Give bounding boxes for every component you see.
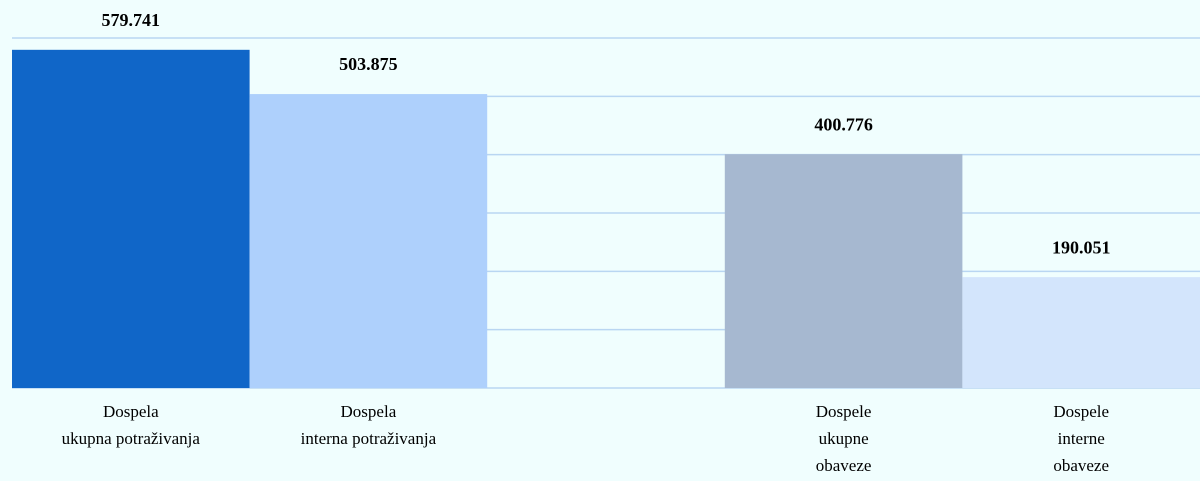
x-tick-label: Dospele interne obaveze [1053, 402, 1109, 475]
bar [962, 277, 1200, 388]
x-tick-label-line: ukupna potraživanja [62, 429, 201, 448]
data-label: 579.741 [102, 10, 161, 30]
data-label: 190.051 [1052, 237, 1111, 257]
bar [724, 154, 963, 388]
bar [249, 94, 488, 389]
x-tick-label-line: interna potraživanja [301, 429, 437, 448]
x-tick-label-line: ukupne [819, 429, 869, 448]
x-tick-label: Dospela interna potraživanja [301, 402, 437, 448]
bar [12, 49, 250, 388]
x-tick-label-line: Dospela [341, 402, 397, 421]
x-tick-label: Dospela ukupna potraživanja [62, 402, 201, 448]
data-label: 503.875 [339, 54, 398, 74]
x-tick-label-line: Dospela [103, 402, 159, 421]
x-tick-label: Dospele ukupne obaveze [816, 402, 872, 475]
x-tick-label-line: interne [1058, 429, 1105, 448]
x-tick-label-line: obaveze [816, 456, 872, 475]
x-tick-label-line: Dospele [1053, 402, 1109, 421]
data-label: 400.776 [814, 114, 873, 134]
x-tick-label-line: Dospele [816, 402, 872, 421]
x-tick-label-line: obaveze [1053, 456, 1109, 475]
